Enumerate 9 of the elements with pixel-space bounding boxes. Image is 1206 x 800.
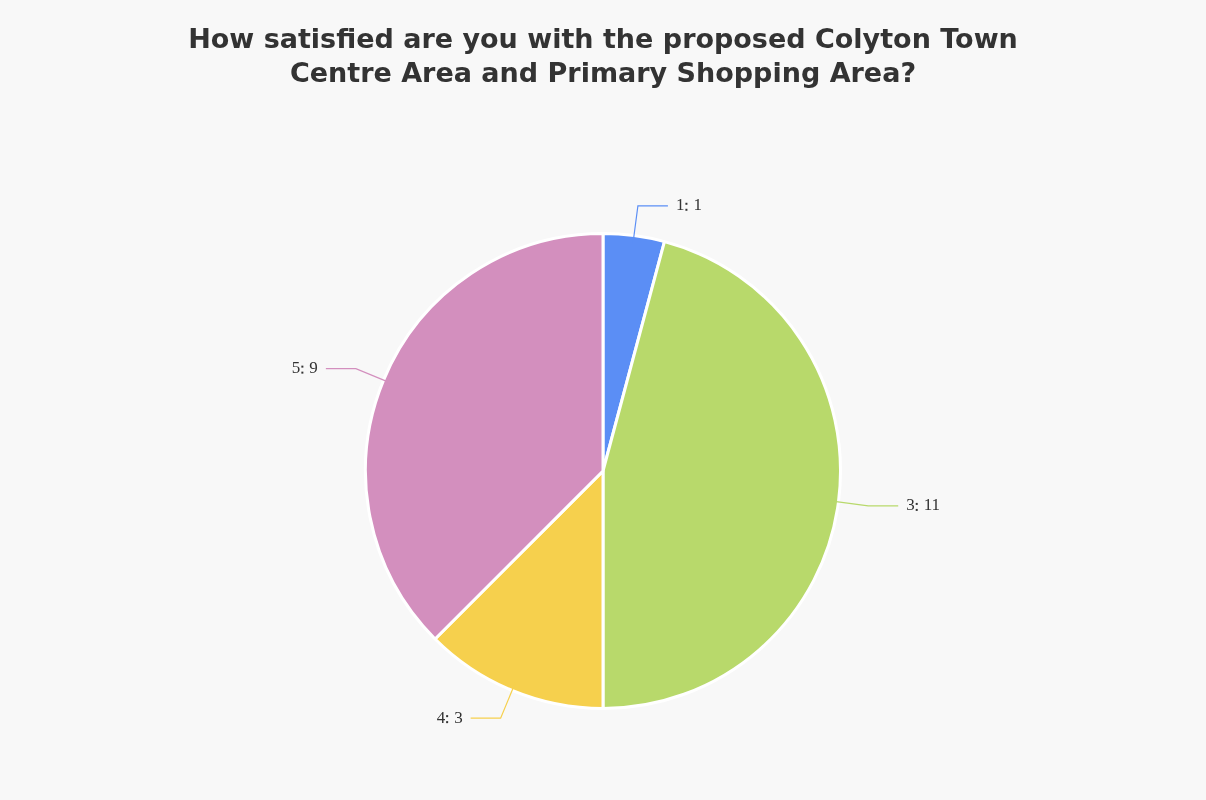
chart-title: How satisfied are you with the proposed Colyton Town Centre Area and Primary Shopping Area? [187,22,1019,90]
data-label: 3 [454,707,463,727]
data-label: 9 [309,358,318,378]
slice-label: 4 [436,707,446,727]
data-label: 1 [675,195,685,215]
slice-label: 1 [693,195,702,215]
slice-label: 5 [291,358,301,378]
data-label: 11 [923,495,941,515]
slice-label: 3 [906,495,915,515]
